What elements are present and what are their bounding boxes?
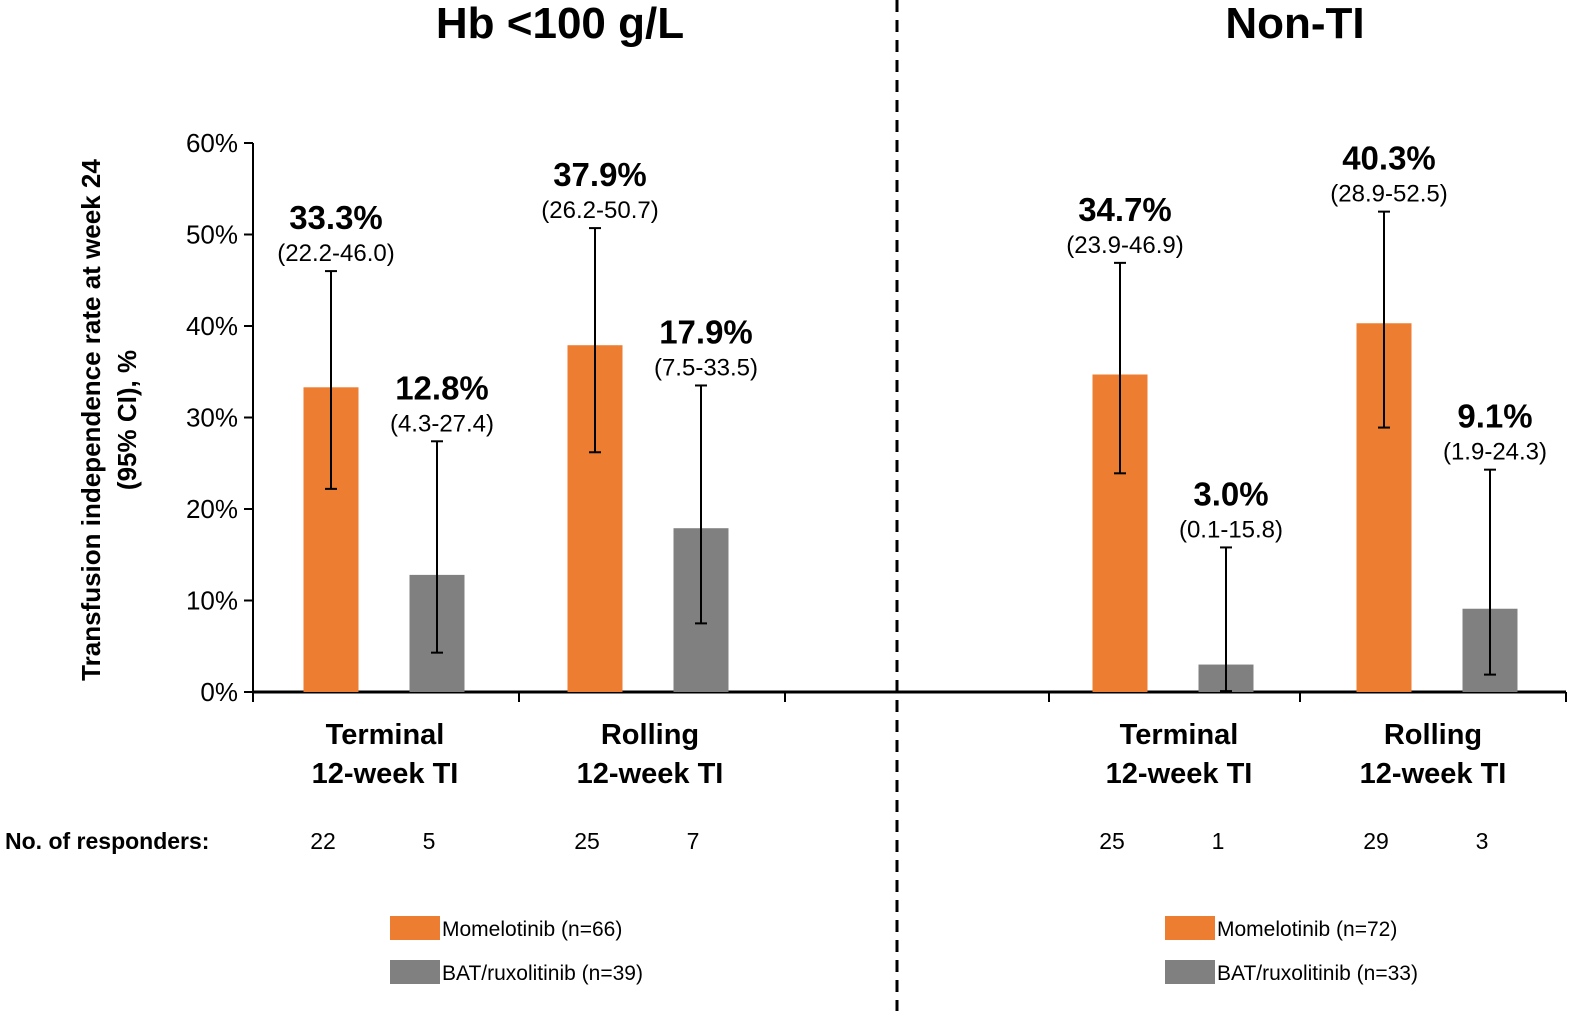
category-label-line2: 12-week TI xyxy=(577,758,724,790)
legend-entry: Momelotinib (n=72) xyxy=(1217,918,1397,941)
x-ticks xyxy=(252,692,1567,702)
y-tick-label: 50% xyxy=(186,220,238,250)
legend-swatch xyxy=(1165,916,1215,940)
responder-count: 22 xyxy=(310,828,336,854)
category-label-line1: Terminal xyxy=(326,719,445,751)
legend-swatch xyxy=(1165,960,1215,984)
responder-count: 7 xyxy=(687,828,700,854)
ci-label: (0.1-15.8) xyxy=(1179,516,1283,543)
ci-label: (4.3-27.4) xyxy=(390,410,494,437)
legend-entry: Momelotinib (n=66) xyxy=(442,918,622,941)
category-labels: Terminal 12-week TI Rolling 12-week TI Termi… xyxy=(312,719,1507,790)
value-label: 37.9% xyxy=(553,156,647,193)
legend-entry: BAT/ruxolitinib (n=39) xyxy=(442,962,643,985)
panel-title-hb: Hb <100 g/L xyxy=(436,0,684,48)
value-label: 17.9% xyxy=(659,313,753,350)
responders-label: No. of responders: xyxy=(5,828,209,854)
legends: Momelotinib (n=66) BAT/ruxolitinib (n=39)… xyxy=(390,916,1418,985)
category-label-line2: 12-week TI xyxy=(1106,758,1253,790)
value-label: 3.0% xyxy=(1193,475,1268,512)
ci-label: (28.9-52.5) xyxy=(1330,181,1447,208)
y-tick-label: 30% xyxy=(186,403,238,433)
y-axis-label-line2: (95% CI), % xyxy=(112,350,142,490)
y-tick-label: 20% xyxy=(186,494,238,524)
responder-count: 3 xyxy=(1476,828,1489,854)
category-label-line2: 12-week TI xyxy=(312,758,459,790)
responder-count: 25 xyxy=(574,828,600,854)
category-label-line1: Rolling xyxy=(1384,719,1482,751)
value-label: 40.3% xyxy=(1342,140,1436,177)
y-tick-label: 0% xyxy=(200,677,238,707)
category-label-line2: 12-week TI xyxy=(1360,758,1507,790)
ci-label: (26.2-50.7) xyxy=(541,197,658,224)
y-ticks: 0% 10% 20% 30% 40% 50% 60% xyxy=(186,128,253,707)
responder-counts: 22 5 25 7 25 1 29 3 xyxy=(310,828,1488,854)
legend-swatch xyxy=(390,916,440,940)
value-label: 33.3% xyxy=(289,199,383,236)
error-bars xyxy=(325,210,1496,693)
ci-label: (7.5-33.5) xyxy=(654,354,758,381)
category-label-line1: Terminal xyxy=(1120,719,1239,751)
ci-label: (1.9-24.3) xyxy=(1443,439,1547,466)
y-tick-label: 40% xyxy=(186,311,238,341)
y-axis-label: Transfusion independence rate at week 24… xyxy=(76,159,142,681)
bars xyxy=(303,323,1518,692)
legend-entry: BAT/ruxolitinib (n=33) xyxy=(1217,962,1418,985)
panel-title-non-ti: Non-TI xyxy=(1225,0,1364,48)
responder-count: 1 xyxy=(1212,828,1225,854)
value-label: 9.1% xyxy=(1457,398,1532,435)
y-tick-label: 10% xyxy=(186,586,238,616)
ci-label: (22.2-46.0) xyxy=(277,240,394,267)
responder-count: 29 xyxy=(1363,828,1389,854)
legend-swatch xyxy=(390,960,440,984)
ci-label: (23.9-46.9) xyxy=(1066,232,1183,259)
value-label: 12.8% xyxy=(395,369,489,406)
category-label-line1: Rolling xyxy=(601,719,699,751)
y-axis-label-line1: Transfusion independence rate at week 24 xyxy=(76,159,106,681)
value-labels: 33.3% (22.2-46.0) 12.8% (4.3-27.4) 37.9% (26.… xyxy=(277,140,1547,544)
responder-count: 5 xyxy=(423,828,436,854)
value-label: 34.7% xyxy=(1078,191,1172,228)
responder-count: 25 xyxy=(1099,828,1125,854)
y-tick-label: 60% xyxy=(186,128,238,158)
